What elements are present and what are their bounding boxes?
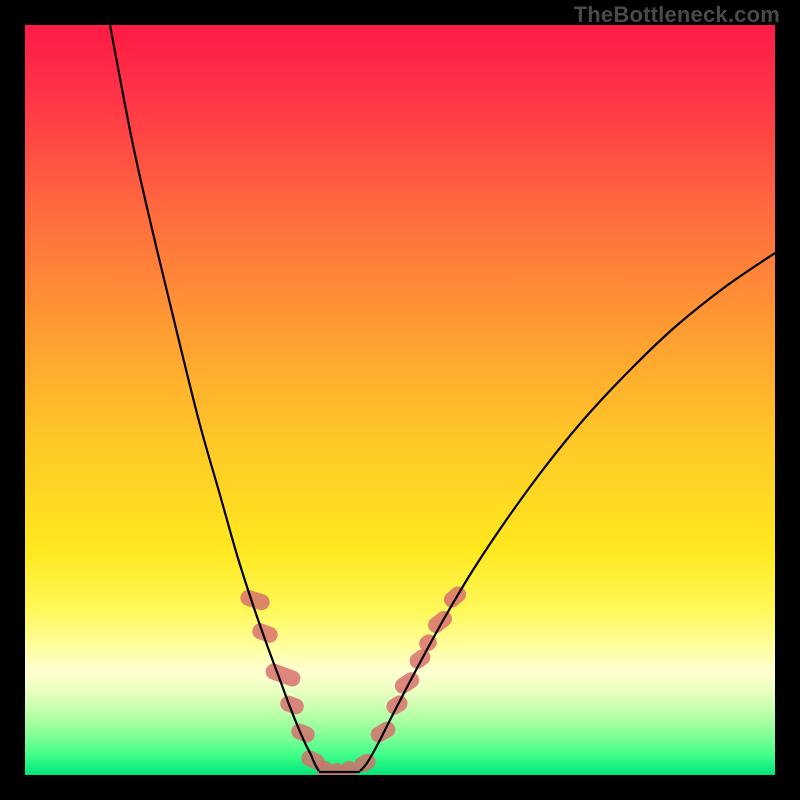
watermark-label: TheBottleneck.com — [574, 2, 780, 28]
chart-plot-area — [25, 25, 775, 775]
outer-frame: TheBottleneck.com — [0, 0, 800, 800]
chart-background — [25, 25, 775, 775]
bottleneck-curve-chart — [25, 25, 775, 775]
